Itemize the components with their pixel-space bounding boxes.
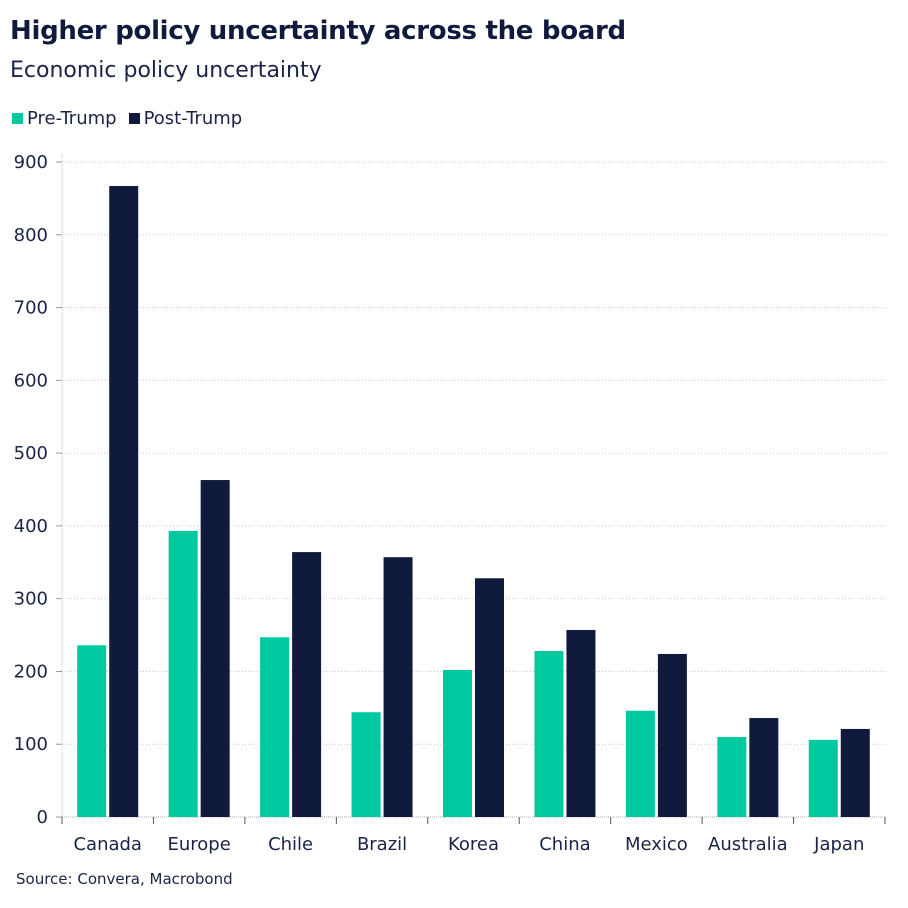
y-tick-label: 500 [14,443,48,464]
legend-item-pre-trump: Pre-Trump [12,108,117,129]
x-tick-label: Australia [708,834,788,855]
y-tick-label: 0 [37,807,48,828]
bar-pre-trump-japan [808,739,838,817]
x-tick-label: Japan [813,834,864,855]
bar-post-trump-china [566,629,596,817]
x-tick-label: China [539,834,590,855]
bar-post-trump-japan [840,728,870,817]
legend-label-post-trump: Post-Trump [143,108,243,129]
y-tick-label: 400 [14,516,48,537]
bar-post-trump-australia [749,718,779,817]
y-tick-label: 900 [14,152,48,173]
y-tick-label: 300 [14,589,48,610]
x-tick-label: Mexico [625,834,688,855]
bar-pre-trump-china [534,651,564,817]
y-tick-label: 200 [14,661,48,682]
bar-pre-trump-canada [77,645,107,817]
x-tick-label: Chile [268,834,313,855]
bar-post-trump-europe [200,480,230,817]
bar-post-trump-brazil [383,557,413,817]
y-tick-label: 100 [14,734,48,755]
bar-post-trump-canada [109,186,139,817]
bar-pre-trump-australia [717,736,747,817]
x-tick-label: Brazil [357,834,407,855]
bar-pre-trump-chile [260,637,290,817]
source-note: Source: Convera, Macrobond [16,870,233,888]
bar-post-trump-korea [475,578,504,817]
x-tick-label: Europe [168,834,231,855]
bar-pre-trump-europe [168,530,198,817]
y-tick-label: 600 [14,370,48,391]
bar-post-trump-chile [292,552,322,817]
chart-subtitle: Economic policy uncertainty [10,58,322,83]
y-tick-label: 700 [14,298,48,319]
legend-item-post-trump: Post-Trump [128,108,243,129]
legend-label-pre-trump: Pre-Trump [27,108,117,129]
bar-pre-trump-korea [443,669,472,817]
x-tick-label: Korea [448,834,499,855]
bar-pre-trump-brazil [351,712,381,817]
x-tick-label: Canada [73,834,142,855]
legend: Pre-Trump Post-Trump [12,108,248,129]
bar-post-trump-mexico [657,653,687,817]
bar-pre-trump-mexico [625,710,655,817]
legend-swatch-pre-trump [12,113,23,124]
y-tick-label: 800 [14,225,48,246]
legend-swatch-post-trump [128,113,140,124]
chart-title: Higher policy uncertainty across the boa… [10,16,626,46]
